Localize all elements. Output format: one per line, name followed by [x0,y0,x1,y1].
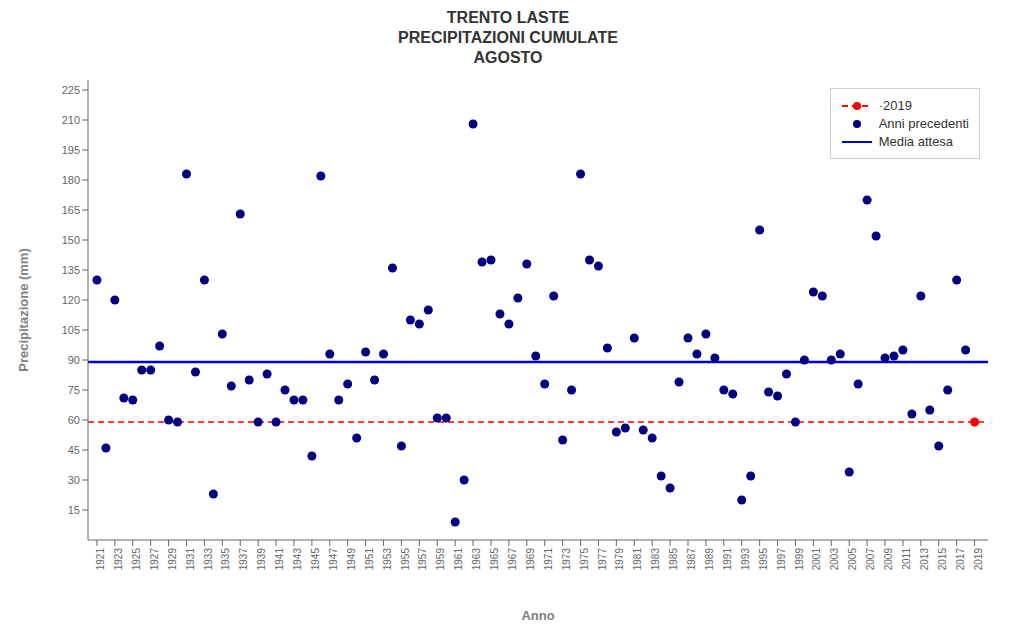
svg-text:2011: 2011 [901,548,912,570]
svg-text:1937: 1937 [238,548,249,571]
svg-text:1943: 1943 [292,548,303,571]
svg-text:135: 135 [62,264,80,276]
svg-text:2003: 2003 [829,548,840,571]
svg-text:2005: 2005 [847,548,858,571]
svg-text:2017: 2017 [955,548,966,571]
svg-text:1967: 1967 [507,548,518,571]
svg-text:1931: 1931 [185,548,196,571]
svg-text:Precipitazione (mm): Precipitazione (mm) [16,248,31,372]
svg-text:2013: 2013 [919,548,930,571]
svg-text:Anno: Anno [521,608,554,623]
html-text:TRENTO LASTE PRECIPITAZIONI CU: TRENTO LASTE PRECIPITAZIONI CUMULATE AGO… [398,9,618,66]
svg-text:1923: 1923 [113,548,124,571]
svg-text:1999: 1999 [794,548,805,571]
svg-text:1995: 1995 [758,548,769,571]
svg-text:1957: 1957 [417,548,428,571]
svg-text:1993: 1993 [740,548,751,571]
svg-text:1983: 1983 [650,548,661,571]
svg-text:2019: 2019 [973,548,984,571]
svg-text:165: 165 [62,204,80,216]
svg-text:60: 60 [68,414,80,426]
svg-text:1985: 1985 [668,548,679,571]
svg-text:1969: 1969 [525,548,536,571]
svg-text:195: 195 [62,144,80,156]
html-text:·2019: ·2019 [878,98,912,113]
svg-text:1989: 1989 [704,548,715,571]
svg-text:30: 30 [68,474,80,486]
svg-text:1961: 1961 [453,548,464,571]
svg-text:1935: 1935 [220,548,231,571]
svg-text:1941: 1941 [274,548,285,571]
html-text:Media attesa: Media attesa [878,134,954,149]
svg-text:1929: 1929 [167,548,178,571]
svg-text:1945: 1945 [310,548,321,571]
svg-text:1925: 1925 [131,548,142,571]
svg-text:1991: 1991 [722,548,733,571]
svg-text:180: 180 [62,174,80,186]
svg-text:225: 225 [62,84,80,96]
svg-text:1977: 1977 [597,548,608,571]
html-text:Anni precedenti: Anni precedenti [878,116,969,131]
svg-text:1947: 1947 [328,548,339,571]
svg-text:2007: 2007 [865,548,876,571]
svg-text:105: 105 [62,324,80,336]
svg-text:120: 120 [62,294,80,306]
svg-text:150: 150 [62,234,80,246]
svg-text:1971: 1971 [543,548,554,571]
svg-text:2001: 2001 [811,548,822,571]
svg-text:75: 75 [68,384,80,396]
svg-text:1973: 1973 [561,548,572,571]
svg-text:1927: 1927 [149,548,160,571]
svg-text:1933: 1933 [203,548,214,571]
svg-text:1959: 1959 [435,548,446,571]
svg-text:15: 15 [68,504,80,516]
svg-text:1955: 1955 [400,548,411,571]
svg-text:90: 90 [68,354,80,366]
svg-text:2009: 2009 [883,548,894,571]
svg-text:1951: 1951 [364,548,375,571]
svg-text:1921: 1921 [95,548,106,571]
svg-text:1949: 1949 [346,548,357,571]
svg-text:1939: 1939 [256,548,267,571]
svg-text:1953: 1953 [382,548,393,571]
svg-text:2015: 2015 [937,548,948,571]
svg-text:45: 45 [68,444,80,456]
svg-text:1975: 1975 [579,548,590,571]
svg-text:1987: 1987 [686,548,697,571]
svg-text:1963: 1963 [471,548,482,571]
svg-text:1979: 1979 [614,548,625,571]
svg-text:210: 210 [62,114,80,126]
svg-text:1965: 1965 [489,548,500,571]
svg-text:1997: 1997 [776,548,787,571]
svg-text:1981: 1981 [632,548,643,571]
